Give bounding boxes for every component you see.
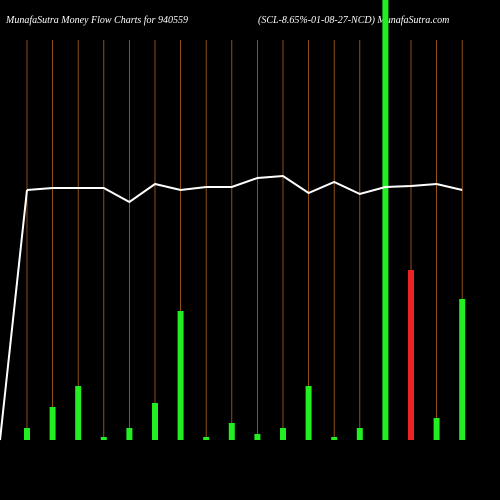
bar bbox=[459, 299, 466, 440]
chart-subtitle: (SCL-8.65%-01-08-27-NCD) MunafaSutra.com bbox=[258, 15, 449, 26]
money-flow-line bbox=[26, 174, 463, 204]
bar bbox=[331, 437, 338, 440]
bar bbox=[24, 428, 30, 440]
bar bbox=[100, 437, 107, 440]
bar bbox=[75, 386, 82, 440]
bar bbox=[126, 428, 133, 440]
chart-title: MunafaSutra Money Flow Charts for 940559 bbox=[5, 15, 188, 26]
bar bbox=[254, 434, 261, 440]
bar bbox=[49, 407, 56, 440]
bar bbox=[356, 428, 363, 440]
bar bbox=[408, 270, 414, 440]
bar bbox=[382, 0, 389, 440]
bar bbox=[280, 428, 286, 440]
bar bbox=[203, 437, 210, 440]
line-lead-in bbox=[0, 189, 28, 441]
bar bbox=[433, 418, 440, 440]
bar bbox=[305, 386, 312, 440]
bar bbox=[228, 423, 235, 440]
bar bbox=[177, 311, 184, 440]
bar bbox=[152, 403, 158, 440]
